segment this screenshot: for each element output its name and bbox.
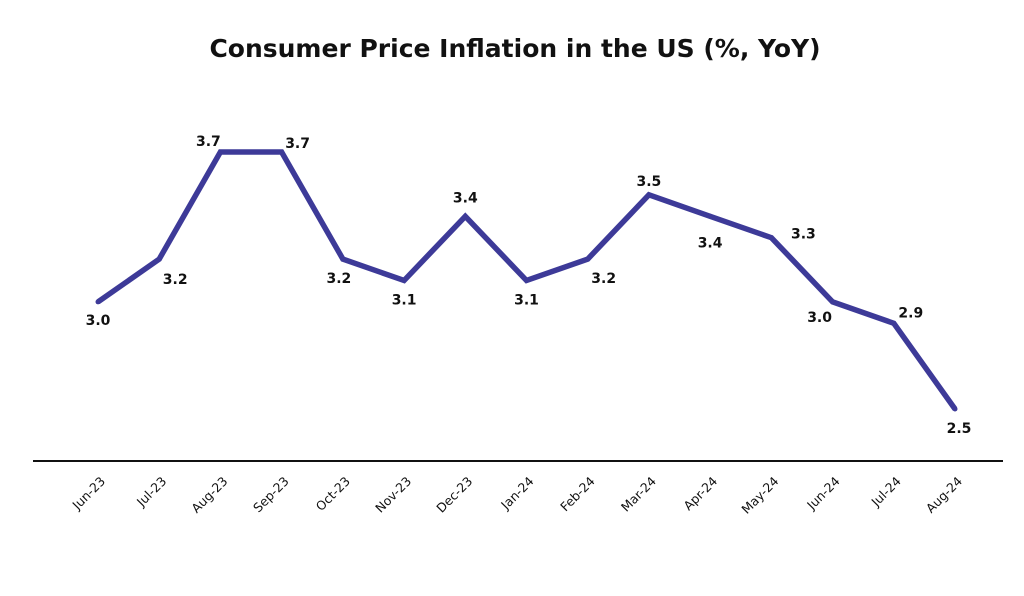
data-label-feb-24: 3.2 [591,271,616,287]
data-point-may-24 [768,235,774,241]
x-tick-label-jan-24: Jan-24 [497,473,536,512]
data-point-jun-23 [95,299,101,305]
x-tick-label-apr-24: Apr-24 [680,473,720,513]
x-tick-label-may-24: May-24 [738,473,781,516]
data-label-jul-23: 3.2 [163,272,188,288]
x-tick-label-feb-24: Feb-24 [557,473,598,514]
data-labels: 3.0 3.2 3.7 3.7 3.2 3.1 3.4 3.1 3.2 3.5 3.4 3.3 3.0 2… [86,134,972,437]
data-point-mar-24 [646,192,652,198]
data-point-nov-23 [401,278,407,283]
x-axis-ticks: Jun-23 Jul-23 Aug-23 Sep-23 Oct-23 Nov-23 Dec-… [69,473,966,516]
data-point-apr-24 [707,213,713,219]
data-label-dec-23: 3.4 [453,190,478,206]
data-point-oct-23 [340,256,346,262]
x-tick-label-nov-23: Nov-23 [372,474,414,516]
data-label-nov-23: 3.1 [392,293,417,309]
x-tick-label-jul-24: Jul-24 [868,473,904,509]
data-point-dec-23 [462,213,468,219]
data-label-aug-23: 3.7 [196,134,221,150]
x-tick-label-jul-23: Jul-23 [133,474,169,510]
data-point-aug-24 [952,406,958,412]
data-label-apr-24: 3.4 [698,235,723,251]
data-label-jun-24: 3.0 [807,310,832,326]
x-tick-label-mar-24: Mar-24 [618,473,659,514]
data-label-jul-24: 2.9 [898,305,923,321]
data-label-may-24: 3.3 [791,227,816,243]
data-point-jul-24 [891,320,897,326]
x-tick-label-dec-23: Dec-23 [433,474,475,516]
x-tick-label-aug-24: Aug-24 [923,473,965,515]
data-label-sep-23: 3.7 [285,136,310,152]
x-tick-label-jun-23: Jun-23 [69,474,109,514]
data-point-sep-23 [279,149,285,155]
data-point-jul-23 [156,256,162,262]
data-label-jun-23: 3.0 [86,313,111,329]
chart-title: Consumer Price Inflation in the US (%, Y… [209,34,820,63]
data-point-feb-24 [585,256,591,262]
series-layer [95,149,958,412]
x-tick-label-aug-23: Aug-23 [188,474,230,516]
data-label-aug-24: 2.5 [947,421,972,437]
data-point-jan-24 [524,278,529,283]
data-label-jan-24: 3.1 [514,293,539,309]
data-point-jun-24 [830,299,836,305]
x-tick-label-jun-24: Jun-24 [803,473,843,513]
x-tick-label-oct-23: Oct-23 [313,474,353,514]
x-tick-label-sep-23: Sep-23 [250,474,292,516]
data-point-aug-23 [217,149,223,155]
data-label-mar-24: 3.5 [636,174,661,190]
data-label-oct-23: 3.2 [326,271,351,287]
